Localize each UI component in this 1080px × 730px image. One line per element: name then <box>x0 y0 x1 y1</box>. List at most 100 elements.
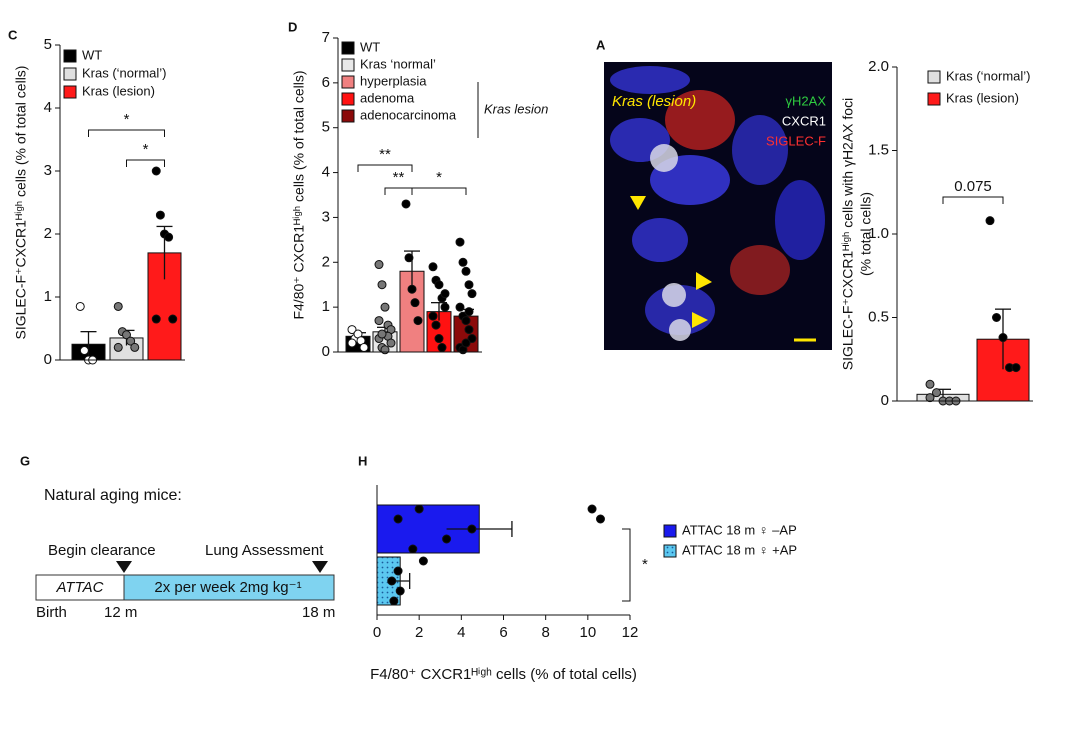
data-point <box>393 566 403 576</box>
data-point <box>386 338 396 348</box>
legend-label: Kras (lesion) <box>82 83 155 98</box>
data-point <box>431 320 441 330</box>
significance-label: 0.075 <box>954 178 992 195</box>
x-tick-label: 4 <box>457 624 465 641</box>
segment-label: 2x per week 2mg kg⁻¹ <box>154 579 301 596</box>
y-tick-label: 0 <box>322 343 330 360</box>
diagram-title: Natural aging mice: <box>44 487 182 504</box>
legend-label: ATTAC 18 m ♀ +AP <box>682 542 797 557</box>
data-point <box>428 262 438 272</box>
data-point <box>442 534 452 544</box>
time-label: 12 m <box>104 604 137 621</box>
data-point <box>113 342 123 352</box>
data-point <box>595 514 605 524</box>
data-point <box>122 330 131 340</box>
y-tick-label: 0.5 <box>868 308 889 325</box>
y-tick-label: 5 <box>322 119 330 136</box>
data-point <box>464 307 474 317</box>
y-tick-label: 1.5 <box>868 141 889 158</box>
y-tick-label: 3 <box>44 162 52 179</box>
significance-bracket <box>384 187 413 195</box>
data-point <box>130 342 140 352</box>
panel-letter: D <box>288 19 297 34</box>
data-point <box>387 576 397 586</box>
legend-swatch <box>63 49 77 63</box>
data-point <box>925 393 935 403</box>
data-point <box>377 280 387 290</box>
data-point <box>380 302 390 312</box>
data-point <box>168 314 178 324</box>
significance-label: ** <box>393 169 405 186</box>
legend-swatch <box>663 544 677 558</box>
significance-label: * <box>124 111 130 128</box>
event-label: Begin clearance <box>48 542 156 559</box>
data-point <box>79 346 89 356</box>
x-tick-label: 12 <box>622 624 639 641</box>
data-point <box>461 266 471 276</box>
data-point <box>455 237 465 247</box>
data-point <box>461 316 471 326</box>
data-point <box>440 302 450 312</box>
y-axis-label: SIGLEC-F⁺CXCR1ᴴⁱᵍʰ cells with γH2AX foci <box>840 98 856 370</box>
data-point <box>464 325 474 335</box>
y-tick-label: 1 <box>322 298 330 315</box>
legend-label: ATTAC 18 m ♀ –AP <box>682 522 797 537</box>
y-tick-label: 0 <box>44 351 52 368</box>
data-point <box>347 338 357 348</box>
legend-label: hyperplasia <box>360 73 427 88</box>
panel-letter: G <box>20 453 30 468</box>
y-tick-label: 4 <box>322 164 330 181</box>
data-point <box>455 302 465 312</box>
segment-label: ATTAC <box>56 579 104 596</box>
significance-bracket <box>411 187 467 195</box>
significance-label: * <box>436 169 442 186</box>
timeline-segment <box>123 574 335 601</box>
data-point <box>461 338 471 348</box>
data-point <box>164 232 174 242</box>
x-tick-label: 10 <box>579 624 596 641</box>
y-axis-label: F4/80⁺ CXCR1ᴴⁱᵍʰ cells (% of total cells… <box>291 70 307 319</box>
channel-label: SIGLEC-F <box>766 133 826 148</box>
data-point <box>359 343 369 353</box>
data-point <box>389 596 399 606</box>
data-point <box>428 311 438 321</box>
data-point <box>587 504 597 514</box>
y-tick-label: 2 <box>44 225 52 242</box>
x-tick-label: 8 <box>541 624 549 641</box>
legend-label: adenocarcinoma <box>360 107 457 122</box>
panel-letter: A <box>596 37 606 52</box>
y-tick-label: 5 <box>44 36 52 53</box>
y-tick-label: 1 <box>44 288 52 305</box>
significance-label: * <box>143 141 149 158</box>
significance-bracket <box>622 528 631 602</box>
data-point <box>113 301 123 311</box>
channel-label: γH2AX <box>786 93 827 108</box>
y-tick-label: 2 <box>322 253 330 270</box>
x-tick-label: 2 <box>415 624 423 641</box>
x-axis-label: F4/80⁺ CXCR1ᴴⁱᵍʰ cells (% of total cells… <box>370 666 637 683</box>
micrograph <box>604 62 832 350</box>
y-tick-label: 0 <box>881 392 889 409</box>
data-point <box>434 280 444 290</box>
data-point <box>155 210 165 220</box>
legend-label: Kras (‘normal’) <box>946 68 1031 83</box>
image-label: Kras (lesion) <box>612 93 696 110</box>
y-tick-label: 1.0 <box>868 225 889 242</box>
significance-label: * <box>642 556 648 573</box>
data-point <box>418 556 428 566</box>
legend-swatch <box>927 70 941 84</box>
panel-letter: H <box>358 453 367 468</box>
legend-label: Kras (lesion) <box>946 90 1019 105</box>
legend-label: Kras (‘normal’) <box>82 65 167 80</box>
data-point <box>467 334 477 344</box>
data-point <box>925 379 935 389</box>
data-point <box>467 524 477 534</box>
x-tick-label: 6 <box>499 624 507 641</box>
legend-swatch <box>63 67 77 81</box>
y-axis-label: (% total cells) <box>858 192 874 276</box>
data-point <box>374 260 384 270</box>
data-point <box>407 284 417 294</box>
data-point <box>347 325 357 335</box>
legend-label: WT <box>360 39 380 54</box>
data-point <box>75 301 85 311</box>
